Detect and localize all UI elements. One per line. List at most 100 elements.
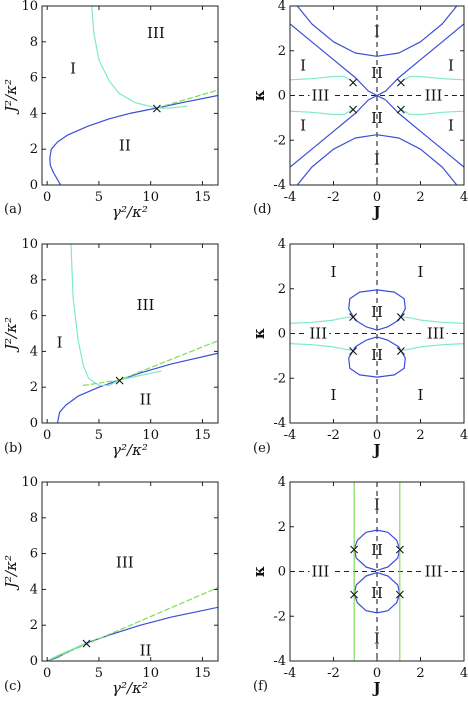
crossing-marker-0: ×	[348, 542, 360, 558]
series-line-3	[290, 23, 464, 168]
crossing-marker-1: ×	[394, 542, 406, 558]
y-tick-label: 0	[278, 327, 286, 342]
region-label-1: I	[374, 630, 380, 648]
y-tick-label: 4	[30, 582, 38, 597]
x-axis-label: J	[371, 441, 380, 459]
series-line-2	[290, 316, 354, 324]
crossing-marker-0: ×	[347, 75, 359, 91]
x-tick-label: 5	[95, 428, 103, 443]
x-axis-label: J	[371, 679, 380, 697]
y-tick-label: 4	[30, 344, 38, 359]
y-tick-label: 4	[278, 475, 286, 490]
x-tick-label: -2	[327, 666, 340, 681]
series-line-0	[49, 94, 218, 185]
x-tick-label: 4	[460, 428, 468, 443]
panel-label: (a)	[4, 202, 22, 217]
region-label-1: I	[300, 56, 306, 74]
crossing-marker-2: ×	[347, 102, 359, 118]
series-line-0	[348, 289, 406, 331]
region-label-5: III	[425, 563, 443, 581]
region-label-2: III	[137, 296, 155, 314]
series-line-5	[400, 343, 464, 351]
region-label-bg	[307, 325, 330, 342]
region-label-1: II	[140, 641, 152, 659]
x-tick-label: 10	[142, 190, 159, 205]
crossing-marker-3: ×	[395, 343, 407, 359]
x-tick-label: 5	[95, 666, 103, 681]
crossing-marker-0: ×	[81, 636, 93, 652]
series-line-1	[91, 6, 188, 109]
y-tick-label: 6	[30, 547, 38, 562]
y-tick-label: -4	[273, 178, 286, 193]
y-tick-label: 2	[278, 520, 286, 535]
region-label-0: I	[374, 23, 380, 41]
y-tick-label: 0	[30, 416, 38, 431]
series-line-2	[82, 340, 218, 386]
y-tick-label: -4	[273, 416, 286, 431]
y-axis-label: κ	[250, 90, 268, 101]
crossing-marker-2: ×	[348, 587, 360, 603]
region-label-bg	[422, 563, 445, 580]
x-tick-label: 10	[142, 666, 159, 681]
x-tick-label: -4	[284, 666, 297, 681]
plot-frame	[41, 481, 219, 662]
region-label-6: III	[309, 325, 327, 343]
region-label-bg	[422, 87, 445, 104]
y-tick-label: 0	[30, 654, 38, 669]
plot-frame	[41, 243, 219, 424]
x-tick-label: 4	[460, 190, 468, 205]
region-label-4: III	[312, 563, 330, 581]
y-axis-label: J²/κ²	[2, 79, 20, 115]
x-tick-label: 2	[416, 190, 424, 205]
x-tick-label: 0	[373, 428, 381, 443]
plot-frame	[41, 5, 219, 186]
series-line-1	[353, 572, 401, 614]
series-line-4	[290, 75, 354, 83]
x-tick-label: 5	[95, 190, 103, 205]
crossing-marker-0: ×	[114, 373, 126, 389]
region-label-7: III	[427, 325, 445, 343]
panel-label: (e)	[253, 441, 271, 456]
x-tick-label: 0	[43, 190, 51, 205]
y-tick-label: 0	[278, 89, 286, 104]
region-label-0: I	[374, 495, 380, 513]
y-tick-label: -2	[273, 371, 286, 386]
x-tick-label: -2	[327, 190, 340, 205]
region-label-2: I	[448, 56, 454, 74]
x-tick-label: 15	[194, 666, 211, 681]
region-label-6: II	[371, 64, 383, 82]
y-tick-label: -4	[273, 654, 286, 669]
series-line-1	[348, 336, 406, 378]
x-tick-label: 0	[43, 666, 51, 681]
crossing-marker-1: ×	[395, 75, 407, 91]
region-label-4: II	[371, 303, 383, 321]
region-label-1: II	[119, 137, 131, 155]
x-tick-label: 0	[43, 428, 51, 443]
y-tick-label: 8	[30, 511, 38, 526]
region-label-3: I	[300, 117, 306, 135]
series-line-1	[296, 134, 458, 185]
x-tick-label: 0	[373, 666, 381, 681]
region-label-7: II	[371, 109, 383, 127]
region-label-3: II	[371, 584, 383, 602]
crossing-marker-3: ×	[394, 587, 406, 603]
series-line-2	[46, 587, 218, 661]
crossing-marker-1: ×	[395, 310, 407, 326]
series-line-4	[290, 343, 354, 351]
x-tick-label: -4	[284, 190, 297, 205]
region-label-1: I	[418, 263, 424, 281]
region-label-1: II	[140, 391, 152, 409]
region-label-0: III	[116, 554, 134, 572]
y-tick-label: 8	[30, 273, 38, 288]
y-tick-label: 10	[21, 237, 38, 252]
y-axis-label: κ	[250, 328, 268, 339]
y-axis-label: κ	[250, 566, 268, 577]
region-label-2: III	[147, 24, 165, 42]
